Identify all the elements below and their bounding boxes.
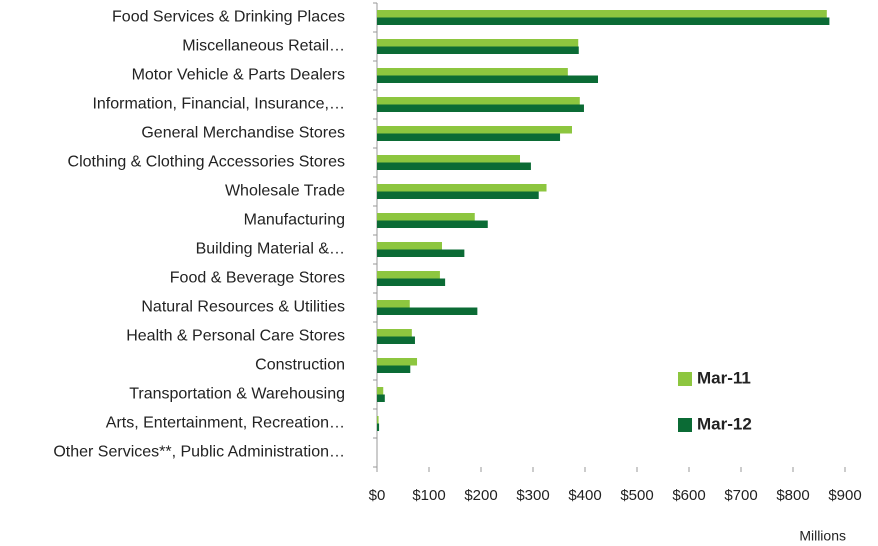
category-label: Motor Vehicle & Parts Dealers — [132, 67, 345, 84]
bar — [377, 271, 440, 279]
bar — [377, 75, 598, 83]
category-label: Health & Personal Care Stores — [126, 328, 345, 345]
bar — [377, 97, 580, 105]
bar — [377, 220, 488, 228]
bar — [377, 249, 465, 257]
bar — [377, 133, 561, 141]
category-label: Building Material &… — [196, 241, 345, 258]
x-tick-label: $900 — [828, 487, 861, 504]
category-label: Clothing & Clothing Accessories Stores — [68, 154, 345, 171]
bar — [377, 336, 415, 344]
x-tick-label: $600 — [672, 487, 705, 504]
bar — [377, 278, 446, 286]
category-label: Wholesale Trade — [225, 183, 345, 200]
category-label: Other Services**, Public Administration… — [53, 444, 345, 461]
category-label: Food Services & Drinking Places — [112, 9, 345, 26]
legend-swatch — [678, 372, 692, 386]
bar — [377, 155, 520, 163]
bar — [377, 329, 412, 337]
category-label: Construction — [255, 357, 345, 374]
bar — [377, 300, 410, 308]
x-tick-label: $200 — [464, 487, 497, 504]
x-tick-label: $100 — [412, 487, 445, 504]
legend-label: Mar-11 — [697, 368, 751, 387]
bar — [377, 17, 830, 25]
bar — [377, 39, 579, 47]
legend-label: Mar-12 — [697, 414, 752, 433]
bar — [377, 68, 568, 76]
x-tick-label: $700 — [724, 487, 757, 504]
bar — [377, 184, 547, 192]
x-tick-label: $300 — [516, 487, 549, 504]
bar — [377, 162, 531, 170]
bar — [377, 358, 418, 366]
category-label: Miscellaneous Retail… — [182, 38, 345, 55]
bar — [377, 242, 442, 250]
category-label: Arts, Entertainment, Recreation… — [106, 415, 345, 432]
bar — [377, 394, 385, 402]
bar — [377, 104, 584, 112]
x-axis-label: Millions — [799, 528, 846, 544]
category-label: Manufacturing — [244, 212, 345, 229]
category-label: Information, Financial, Insurance,… — [92, 96, 345, 113]
x-tick-label: $0 — [369, 487, 386, 504]
legend-swatch — [678, 418, 692, 432]
x-tick-label: $400 — [568, 487, 601, 504]
bar — [377, 126, 572, 134]
bar — [377, 365, 411, 373]
bar — [377, 387, 384, 395]
category-label: Transportation & Warehousing — [129, 386, 345, 403]
bar — [377, 423, 380, 431]
category-label: Food & Beverage Stores — [170, 270, 345, 287]
bar — [377, 46, 579, 54]
x-tick-label: $500 — [620, 487, 653, 504]
category-label: General Merchandise Stores — [141, 125, 345, 142]
bar — [377, 191, 539, 199]
bar — [377, 307, 478, 315]
category-label: Natural Resources & Utilities — [141, 299, 345, 316]
bar — [377, 213, 475, 221]
bar — [377, 10, 827, 18]
x-tick-label: $800 — [776, 487, 809, 504]
bar — [377, 416, 379, 424]
